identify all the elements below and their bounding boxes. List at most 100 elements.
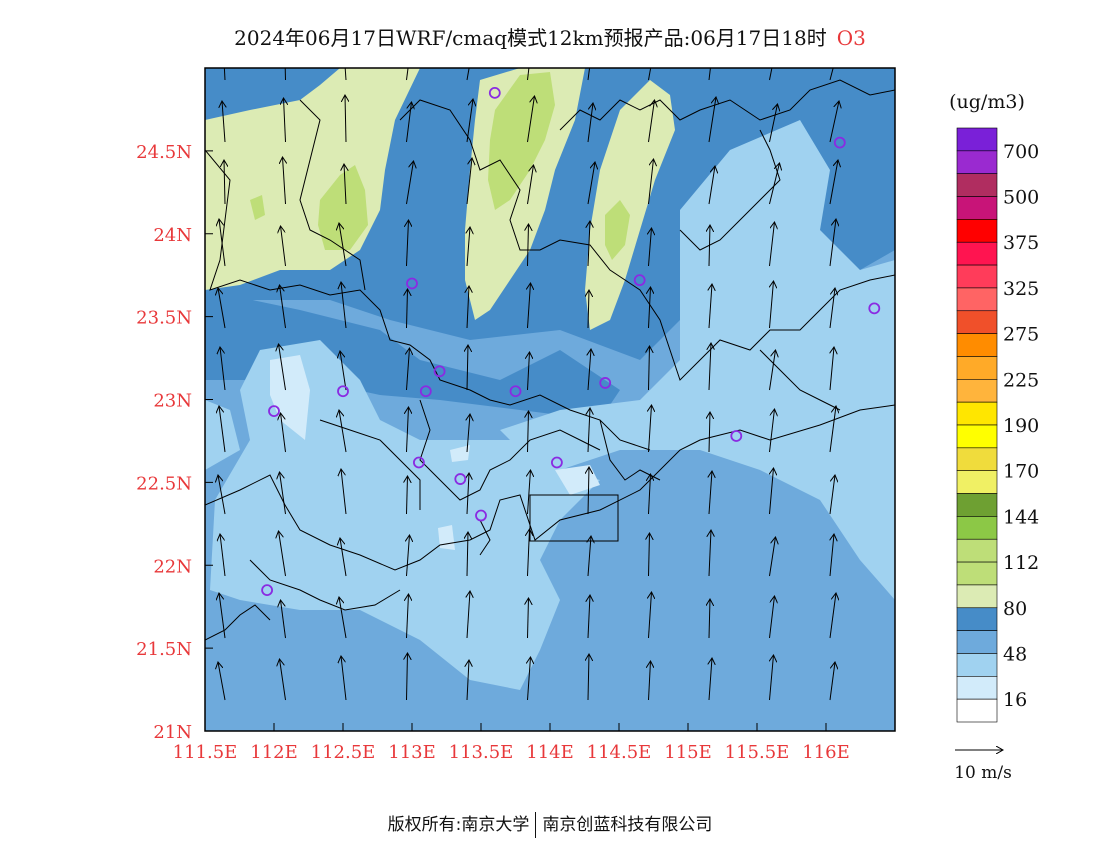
legend-swatch	[956, 447, 998, 471]
y-tick-label: 21N	[153, 722, 192, 743]
wind-arrow	[467, 473, 469, 515]
wind-arrow	[649, 287, 651, 329]
legend-swatch	[956, 676, 998, 700]
wind-arrow	[406, 68, 409, 81]
wind-arrow	[708, 166, 715, 205]
wind-arrow	[649, 661, 651, 701]
wind-arrow	[467, 345, 468, 391]
wind-arrow	[588, 290, 589, 329]
wind-arrow	[528, 224, 529, 267]
wind-arrow	[281, 226, 286, 267]
y-axis: 21N 21.5N 22N 22.5N 23N 23.5N 24N 24.5N	[136, 142, 213, 743]
x-tick-label: 112.5E	[311, 742, 376, 763]
station-marker	[488, 86, 501, 99]
wind-arrow	[588, 654, 589, 701]
wind-arrow	[341, 656, 347, 701]
legend-swatch	[956, 470, 998, 494]
species-label: O3	[836, 26, 866, 50]
wind-arrow	[709, 599, 710, 639]
legend-label: 375	[1003, 232, 1039, 254]
x-tick-label: 113.5E	[449, 742, 514, 763]
wind-arrow	[709, 225, 710, 267]
wind-arrow	[709, 471, 712, 515]
wind-arrow	[829, 406, 836, 453]
legend-label: 500	[1003, 187, 1039, 209]
wind-arrow	[467, 591, 470, 639]
wind-arrow	[648, 68, 652, 81]
wind-arrow	[829, 160, 838, 205]
wind-arrow	[769, 163, 780, 205]
wind-arrow	[467, 414, 470, 453]
station-marker	[406, 277, 418, 290]
wind-arrow	[344, 164, 346, 205]
y-tick-label: 24.5N	[136, 142, 192, 163]
wind-arrow	[528, 411, 529, 453]
wind-arrow	[709, 343, 711, 391]
wind-arrow	[770, 281, 774, 329]
boundary-lines	[205, 79, 895, 641]
legend-swatch	[956, 356, 998, 380]
wind-arrow	[587, 103, 593, 143]
station-marker	[412, 456, 425, 469]
legend-swatch	[956, 127, 998, 152]
x-tick-label: 115E	[664, 742, 712, 763]
legend-label: 325	[1003, 278, 1039, 300]
legend-swatch	[956, 241, 998, 266]
wind-arrow	[344, 68, 347, 81]
legend-swatch	[956, 630, 998, 654]
x-tick-label: 114.5E	[587, 742, 652, 763]
legend-label: 700	[1003, 141, 1039, 163]
wind-arrow	[649, 405, 652, 453]
wind-arrow	[279, 531, 286, 577]
x-tick-label: 116E	[802, 742, 850, 763]
wind-arrow	[340, 538, 347, 577]
wind-arrow	[407, 289, 408, 329]
wind-arrow	[467, 532, 468, 577]
legend-swatch	[956, 219, 998, 243]
wind-arrow	[528, 529, 530, 577]
wind-arrow	[218, 662, 226, 701]
wind-arrow	[407, 348, 410, 391]
wind-arrow	[709, 658, 712, 701]
wind-arrow	[588, 408, 590, 453]
x-axis: 111.5E 112E 112.5E 113E 113.5E 114E 114.5E 115E…	[173, 723, 850, 763]
station-marker	[509, 385, 522, 398]
wind-arrow	[406, 102, 412, 143]
station-marker	[599, 377, 612, 389]
wind-arrow	[339, 223, 347, 267]
wind-arrow	[829, 662, 835, 701]
station-marker	[475, 509, 487, 522]
legend-swatch	[956, 584, 998, 609]
legend-swatch	[956, 493, 998, 517]
station-marker	[730, 430, 743, 442]
wind-arrow	[649, 533, 650, 577]
copyright-text: 版权所有:南京大学	[387, 815, 530, 835]
wind-arrow	[649, 346, 650, 391]
wind-arrow	[588, 221, 590, 267]
x-tick-label: 113E	[388, 742, 436, 763]
wind-arrow	[528, 283, 531, 329]
wind-arrow	[281, 600, 286, 639]
wind-arrow	[345, 95, 346, 143]
wind-arrow	[339, 410, 347, 453]
wind-arrow	[340, 351, 347, 391]
station-marker	[868, 302, 881, 315]
wind-arrow	[829, 219, 836, 267]
legend-swatch	[956, 424, 998, 449]
legend-swatch	[956, 310, 998, 334]
wind-arrow	[527, 68, 530, 81]
wind-arrow	[279, 344, 286, 391]
legend-labels: 700 500 375 325 275 225 190 170 144 112 80 48 16	[1003, 141, 1039, 711]
wind-arrow	[588, 595, 590, 639]
station-marker	[261, 584, 274, 597]
station-marker	[268, 405, 280, 418]
map-title: 2024年06月17日WRF/cmaq模式12km预报产品:06月17日18时 O…	[0, 22, 1100, 51]
legend-swatch	[956, 150, 998, 174]
legend-swatch	[956, 561, 998, 586]
wind-arrow	[280, 472, 286, 515]
x-tick-label: 111.5E	[173, 742, 238, 763]
wind-arrow	[769, 537, 776, 577]
wind-arrow	[220, 534, 226, 577]
legend-label: 170	[1003, 461, 1039, 483]
wind-arrow	[220, 347, 226, 391]
